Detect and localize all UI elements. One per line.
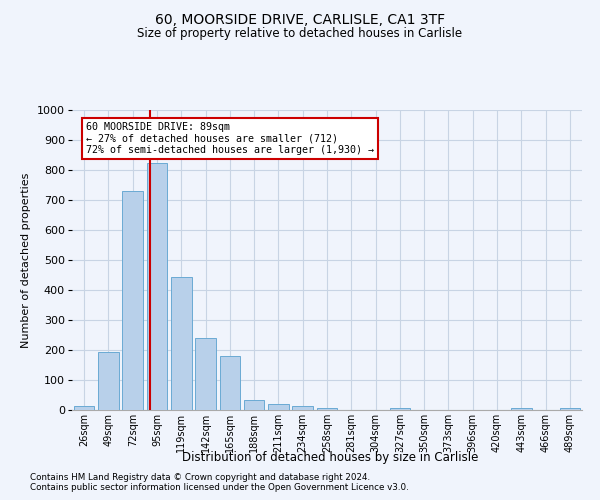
Text: 60 MOORSIDE DRIVE: 89sqm
← 27% of detached houses are smaller (712)
72% of semi-: 60 MOORSIDE DRIVE: 89sqm ← 27% of detach… [86, 122, 374, 155]
Bar [146, 162, 167, 410]
Bar [244, 400, 265, 410]
Text: 60, MOORSIDE DRIVE, CARLISLE, CA1 3TF: 60, MOORSIDE DRIVE, CARLISLE, CA1 3TF [155, 12, 445, 26]
Text: Size of property relative to detached houses in Carlisle: Size of property relative to detached ho… [137, 28, 463, 40]
Bar [317, 408, 337, 410]
Bar [268, 404, 289, 410]
Text: Distribution of detached houses by size in Carlisle: Distribution of detached houses by size … [182, 451, 478, 464]
Bar [220, 356, 240, 410]
Bar [122, 191, 143, 410]
Bar [98, 352, 119, 410]
Bar [171, 276, 191, 410]
Y-axis label: Number of detached properties: Number of detached properties [22, 172, 32, 348]
Bar [511, 408, 532, 410]
Bar [389, 408, 410, 410]
Text: Contains HM Land Registry data © Crown copyright and database right 2024.: Contains HM Land Registry data © Crown c… [30, 474, 370, 482]
Text: Contains public sector information licensed under the Open Government Licence v3: Contains public sector information licen… [30, 484, 409, 492]
Bar [560, 408, 580, 410]
Bar [292, 406, 313, 410]
Bar [74, 406, 94, 410]
Bar [195, 338, 216, 410]
